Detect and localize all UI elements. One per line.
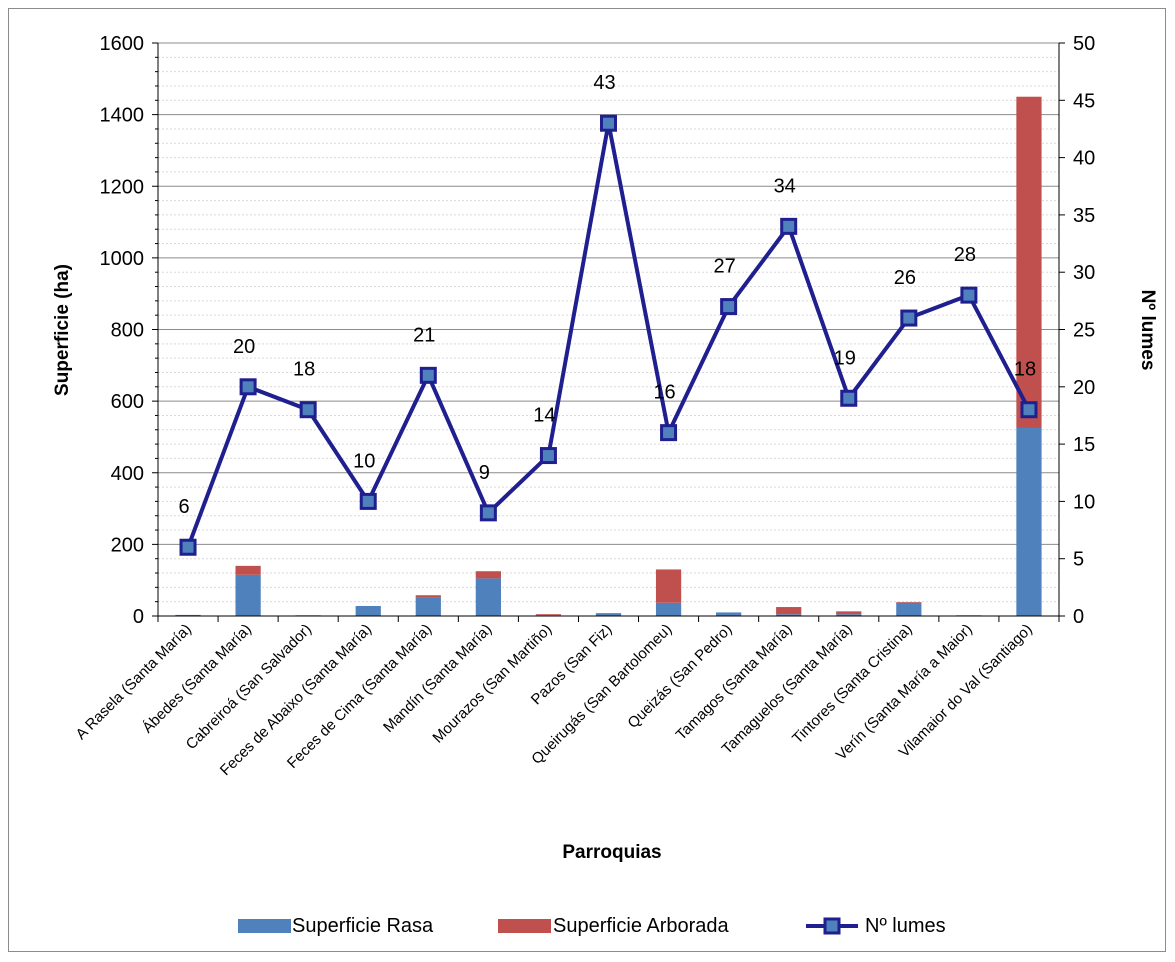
data-label-n-lumes: 20 <box>233 336 255 358</box>
marker-n-lumes <box>539 447 557 465</box>
legend-label-arborada: Superficie Arborada <box>553 915 730 937</box>
x-category-label: Mandín (Santa María) <box>380 621 495 736</box>
marker-n-lumes <box>179 538 197 556</box>
bar-superficie-arborada <box>415 595 441 598</box>
legend-label-lumes: Nº lumes <box>865 915 946 937</box>
bar-superficie-rasa <box>415 597 441 616</box>
y-tick-label: 1000 <box>100 248 145 270</box>
x-category-label: Queizás (San Pedro) <box>624 621 735 732</box>
marker-n-lumes <box>960 286 978 304</box>
y2-tick-label: 5 <box>1073 549 1084 571</box>
marker-n-lumes <box>900 309 918 327</box>
y-tick-label: 800 <box>111 320 144 342</box>
y-tick-label: 400 <box>111 463 144 485</box>
chart-frame <box>8 8 1166 952</box>
y-axis-title: Superficie (ha) <box>52 264 73 396</box>
legend-swatch-rasa <box>238 919 291 933</box>
data-label-n-lumes: 28 <box>954 244 976 266</box>
marker-n-lumes <box>840 389 858 407</box>
marker-n-lumes <box>1020 401 1038 419</box>
marker-n-lumes <box>660 424 678 442</box>
bar-superficie-arborada <box>896 602 922 603</box>
legend-swatch-arborada <box>498 919 551 933</box>
bar-superficie-rasa <box>355 605 381 616</box>
data-labels: 6 20 18 10 21 9 14 43 16 27 34 19 26 28 18 <box>178 72 1036 518</box>
x-category-label: Tamagos (Santa María) <box>673 621 796 744</box>
x-category-label: Mourazos (San Martiño) <box>429 621 555 747</box>
tick-labels: 0 200 400 600 800 1000 1200 1400 1600 0 5 10 15 20 25 3… <box>73 33 1096 779</box>
data-label-n-lumes: 19 <box>834 347 856 369</box>
bar-superficie-arborada <box>776 607 802 615</box>
x-category-label: Tintores (Santa Cristina) <box>789 621 916 748</box>
y2-axis-title: Nº lumes <box>1137 290 1158 371</box>
data-label-n-lumes: 18 <box>1014 359 1036 381</box>
legend-marker-lumes <box>823 917 841 935</box>
marker-n-lumes <box>239 378 257 396</box>
marker-n-lumes <box>720 298 738 316</box>
y2-tick-label: 25 <box>1073 320 1095 342</box>
data-label-n-lumes: 34 <box>774 175 796 197</box>
y-tick-label: 1400 <box>100 105 145 127</box>
line-n-lumes <box>186 121 1031 548</box>
bar-superficie-arborada <box>655 569 682 603</box>
marker-n-lumes <box>780 217 798 235</box>
data-label-n-lumes: 9 <box>479 462 490 484</box>
legend-label-rasa: Superficie Rasa <box>292 915 434 937</box>
x-category-label: Cabreiroá (San Salvador) <box>183 621 315 753</box>
x-category-label: Ábedes (Santa María) <box>139 621 255 737</box>
bar-superficie-rasa <box>716 612 742 616</box>
x-category-label: A Rasela (Santa María) <box>73 621 195 743</box>
data-label-n-lumes: 18 <box>293 359 315 381</box>
y-tick-label: 600 <box>111 391 144 413</box>
data-label-n-lumes: 43 <box>593 72 615 94</box>
y2-tick-label: 35 <box>1073 205 1095 227</box>
bar-superficie-arborada <box>535 614 562 616</box>
data-label-n-lumes: 10 <box>353 450 375 472</box>
y2-tick-label: 15 <box>1073 434 1095 456</box>
data-label-n-lumes: 26 <box>894 267 916 289</box>
y-tick-label: 0 <box>133 606 144 628</box>
bar-superficie-rasa <box>595 613 622 616</box>
line-series <box>179 114 1038 556</box>
grid-lines <box>158 42 1059 603</box>
bar-superficie-rasa <box>1016 427 1042 616</box>
marker-n-lumes <box>299 401 317 419</box>
bar-superficie-arborada <box>836 611 862 615</box>
y-tick-label: 1600 <box>100 33 145 55</box>
marker-n-lumes <box>479 504 497 522</box>
legend: Superficie Rasa Superficie Arborada Nº l… <box>238 915 946 937</box>
y-tick-label: 200 <box>111 534 144 556</box>
y2-tick-label: 45 <box>1073 90 1095 112</box>
bar-superficie-rasa <box>896 602 922 616</box>
y2-tick-label: 40 <box>1073 148 1095 170</box>
y2-tick-label: 20 <box>1073 377 1095 399</box>
bar-superficie-rasa <box>475 578 501 616</box>
bar-superficie-arborada <box>475 571 501 579</box>
data-label-n-lumes: 16 <box>653 382 675 404</box>
y2-tick-label: 0 <box>1073 606 1084 628</box>
bar-superficie-rasa <box>175 614 201 616</box>
y-tick-label: 1200 <box>100 176 145 198</box>
bar-superficie-rasa <box>235 574 261 616</box>
data-label-n-lumes: 6 <box>178 496 189 518</box>
y2-tick-label: 10 <box>1073 491 1095 513</box>
data-label-n-lumes: 14 <box>533 405 555 427</box>
axes <box>152 42 1065 622</box>
marker-n-lumes <box>600 114 617 132</box>
data-label-n-lumes: 21 <box>413 324 435 346</box>
bar-superficie-rasa <box>836 614 862 616</box>
bar-superficie-arborada <box>1016 96 1042 428</box>
y2-tick-label: 30 <box>1073 262 1095 284</box>
data-label-n-lumes: 27 <box>714 256 736 278</box>
bar-superficie-rasa <box>655 602 682 616</box>
bar-series <box>175 96 1042 616</box>
bar-superficie-arborada <box>235 565 261 575</box>
marker-n-lumes <box>419 366 437 384</box>
y2-tick-label: 50 <box>1073 33 1095 55</box>
marker-n-lumes <box>359 492 377 510</box>
x-axis-title: Parroquias <box>562 842 661 863</box>
bar-superficie-rasa <box>776 614 802 616</box>
